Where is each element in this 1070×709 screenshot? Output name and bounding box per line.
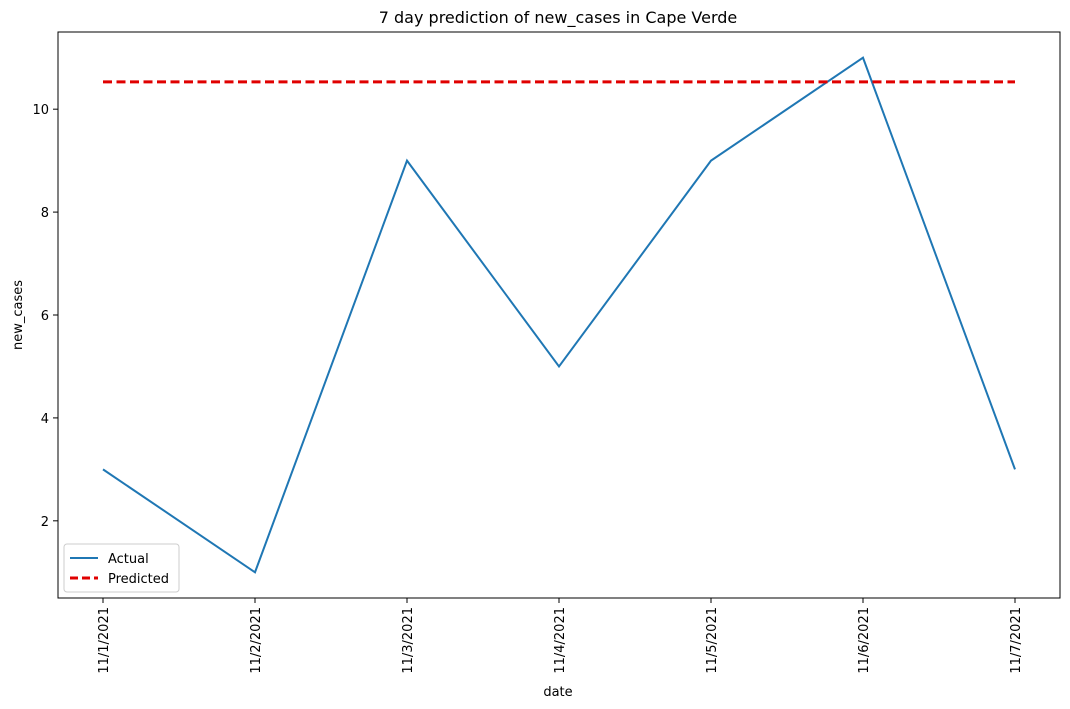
chart-title: 7 day prediction of new_cases in Cape Ve… [379, 8, 738, 28]
y-tick-label: 4 [41, 412, 49, 427]
x-tick-label: 11/3/2021 [401, 607, 416, 674]
plot-area [57, 31, 1061, 599]
legend: Actual Predicted [63, 543, 180, 593]
x-tick-label: 11/7/2021 [1009, 607, 1024, 674]
y-tick-label: 8 [41, 206, 49, 221]
y-axis-label: new_cases [11, 280, 26, 350]
x-tick-label: 11/4/2021 [553, 607, 568, 674]
x-tick-label: 11/6/2021 [857, 607, 872, 674]
legend-box [63, 543, 180, 593]
x-axis-label: date [543, 685, 572, 700]
y-tick-label: 6 [41, 309, 49, 324]
x-tick-label: 11/5/2021 [705, 607, 720, 674]
legend-label-actual: Actual [108, 552, 149, 567]
x-tick-label: 11/1/2021 [97, 607, 112, 674]
y-tick-label: 10 [32, 103, 49, 118]
y-axis: 2 4 6 8 10 [32, 103, 58, 530]
x-axis: 11/1/2021 11/2/2021 11/3/2021 11/4/2021 11/5… [97, 598, 1024, 674]
legend-label-predicted: Predicted [108, 572, 169, 587]
x-tick-label: 11/2/2021 [249, 607, 264, 674]
series-line-actual [102, 56, 1016, 574]
y-tick-label: 2 [41, 515, 49, 530]
series-layer [102, 56, 1016, 574]
